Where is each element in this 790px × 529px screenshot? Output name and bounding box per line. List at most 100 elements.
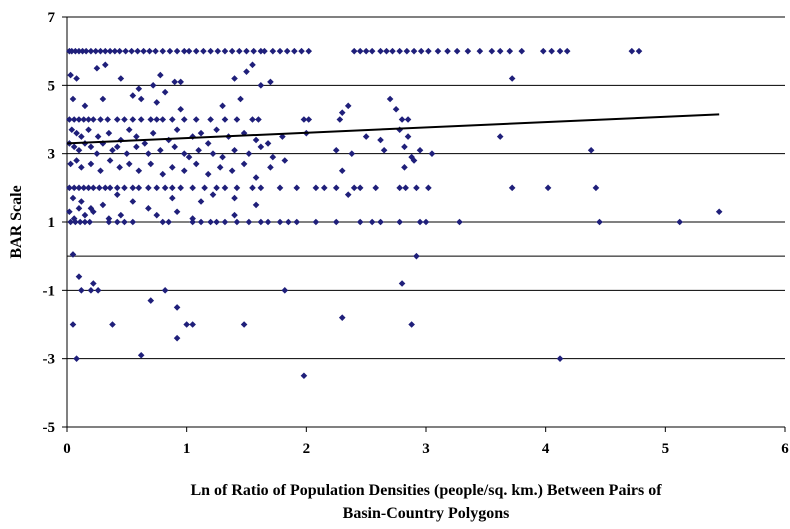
data-point <box>129 218 137 226</box>
data-point <box>279 133 286 140</box>
data-point <box>125 126 133 134</box>
data-point <box>177 184 184 192</box>
data-point <box>257 143 265 151</box>
data-point <box>192 47 200 55</box>
data-point <box>104 116 111 123</box>
data-point <box>92 47 100 55</box>
data-point <box>214 47 222 55</box>
data-point <box>404 133 412 140</box>
data-point <box>78 164 85 171</box>
data-point <box>80 116 88 123</box>
y-tick-label: -1 <box>43 283 56 299</box>
data-point <box>293 184 301 192</box>
data-point <box>75 47 83 55</box>
data-point <box>99 95 107 103</box>
data-point <box>85 116 92 123</box>
data-point <box>67 71 74 79</box>
data-point <box>152 47 159 55</box>
data-point <box>189 215 196 222</box>
data-point <box>269 153 277 161</box>
data-point <box>116 47 123 55</box>
data-point <box>72 218 79 226</box>
data-point <box>592 184 600 192</box>
data-point <box>496 133 504 140</box>
data-point <box>231 211 238 219</box>
data-point <box>350 47 358 55</box>
data-point <box>135 167 143 175</box>
data-point <box>207 218 214 226</box>
data-point <box>398 280 406 287</box>
data-point <box>66 208 73 216</box>
data-point <box>185 153 193 161</box>
data-point <box>207 116 214 123</box>
data-point <box>249 184 256 192</box>
data-point <box>518 47 526 55</box>
data-point <box>129 92 137 99</box>
data-point <box>140 47 147 55</box>
data-point <box>264 218 272 226</box>
data-point <box>476 47 484 55</box>
data-point <box>453 47 461 55</box>
data-point <box>69 194 77 202</box>
data-point <box>109 146 116 154</box>
data-point <box>276 218 284 226</box>
data-point <box>90 184 97 192</box>
data-point <box>76 218 84 226</box>
x-tick-label: 6 <box>781 441 789 457</box>
data-point <box>73 157 80 164</box>
data-point <box>70 184 78 192</box>
data-point <box>161 88 169 96</box>
data-point <box>252 136 260 144</box>
data-point <box>250 47 257 55</box>
data-point <box>209 150 217 157</box>
data-point <box>281 157 289 164</box>
data-point <box>121 184 128 192</box>
data-point <box>628 47 636 55</box>
data-point <box>281 287 289 294</box>
data-point <box>240 321 248 328</box>
data-point <box>121 116 128 123</box>
data-point <box>257 184 265 192</box>
data-point <box>201 184 208 192</box>
data-point <box>180 167 188 175</box>
data-point <box>111 47 119 55</box>
data-point <box>78 133 85 140</box>
data-point <box>221 116 229 123</box>
data-point <box>189 218 196 226</box>
axis-titles: BAR Scale Ln of Ratio of Population Dens… <box>8 185 662 522</box>
data-point <box>113 116 121 123</box>
data-point <box>129 198 137 205</box>
data-point <box>147 116 155 123</box>
data-point <box>283 47 291 55</box>
data-point <box>85 126 92 134</box>
data-point <box>157 71 164 79</box>
data-point <box>180 150 188 157</box>
data-point <box>350 184 358 192</box>
data-point <box>99 201 107 209</box>
y-axis-title: BAR Scale <box>8 185 25 258</box>
data-point <box>101 184 109 192</box>
data-point <box>97 116 104 123</box>
data-point <box>73 355 80 362</box>
data-point <box>147 160 155 168</box>
data-point <box>171 78 178 86</box>
data-point <box>101 61 109 69</box>
data-point <box>276 47 284 55</box>
data-point <box>69 95 77 103</box>
data-point <box>368 47 376 55</box>
data-point <box>165 218 173 226</box>
x-tick-label: 4 <box>542 441 550 457</box>
data-point <box>240 160 248 168</box>
data-point <box>149 129 157 137</box>
data-point <box>252 201 260 209</box>
data-point <box>87 160 95 168</box>
data-point <box>166 47 174 55</box>
data-point <box>72 47 79 55</box>
data-point <box>67 218 74 226</box>
data-point <box>197 218 205 226</box>
data-point <box>293 218 301 226</box>
data-point <box>159 218 167 226</box>
data-point <box>135 184 143 192</box>
data-point <box>116 164 123 171</box>
data-point <box>189 321 196 328</box>
